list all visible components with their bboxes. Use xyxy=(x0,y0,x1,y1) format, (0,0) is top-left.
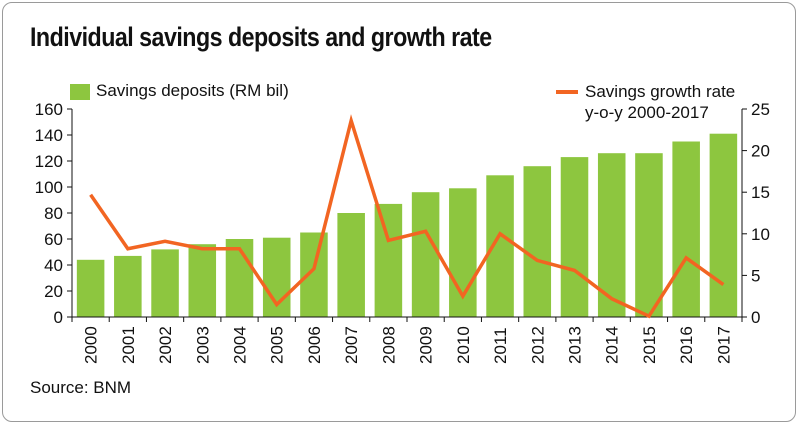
bar-2001 xyxy=(114,255,142,317)
x-tick-label: 2007 xyxy=(342,326,361,364)
x-tick-label: 2008 xyxy=(379,326,398,364)
x-tick-label: 2011 xyxy=(491,327,510,364)
y-right-tick-label: 20 xyxy=(751,142,770,161)
x-tick-label: 2005 xyxy=(268,326,287,364)
y-right-tick-label: 15 xyxy=(751,183,770,202)
y-left-tick-label: 120 xyxy=(35,152,63,171)
legend-line-swatch xyxy=(556,90,578,94)
y-right-tick-label: 25 xyxy=(751,100,770,119)
x-tick-label: 2003 xyxy=(193,326,212,364)
bar-2012 xyxy=(523,166,552,317)
x-tick-label: 2000 xyxy=(82,326,101,364)
x-tick-label: 2004 xyxy=(231,326,250,364)
bar-2008 xyxy=(374,203,403,317)
growth-rate-line xyxy=(89,114,725,319)
chart-title: Individual savings deposits and growth r… xyxy=(30,22,492,52)
x-tick-label: 2017 xyxy=(714,326,733,364)
x-tick-label: 2014 xyxy=(603,326,622,364)
bar-2011 xyxy=(486,175,514,317)
y-left-tick-label: 80 xyxy=(44,204,63,223)
y-left-tick-label: 20 xyxy=(44,282,63,301)
y-right-tick-label: 5 xyxy=(751,266,760,285)
bar-2002 xyxy=(151,249,179,317)
legend-line-label-line1: Savings growth rate xyxy=(585,82,736,101)
x-tick-label: 2006 xyxy=(305,326,324,364)
bar-2015 xyxy=(635,153,663,317)
bar-2006 xyxy=(300,232,328,317)
x-tick-label: 2015 xyxy=(640,326,659,364)
y-left-tick-label: 40 xyxy=(44,256,63,275)
bar-2000 xyxy=(76,259,105,317)
legend-line-label-line2: y-o-y 2000-2017 xyxy=(585,103,709,122)
legend-bar-swatch xyxy=(70,84,90,100)
bar-2017 xyxy=(709,133,738,317)
y-left-tick-label: 100 xyxy=(35,178,63,197)
x-tick-label: 2002 xyxy=(156,326,175,364)
x-tick-label: 2010 xyxy=(454,326,473,364)
bar-2007 xyxy=(337,213,365,317)
y-right-tick-label: 0 xyxy=(751,308,760,327)
x-tick-label: 2013 xyxy=(566,326,585,364)
x-tick-label: 2016 xyxy=(677,326,696,364)
bar-2009 xyxy=(411,192,440,317)
y-left-tick-label: 0 xyxy=(54,308,63,327)
source-note: Source: BNM xyxy=(30,378,132,397)
x-tick-label: 2001 xyxy=(119,326,138,364)
x-tick-label: 2012 xyxy=(528,326,547,364)
bar-2016 xyxy=(672,141,700,317)
y-left-tick-label: 160 xyxy=(35,100,63,119)
y-left-tick-label: 140 xyxy=(35,126,63,145)
bar-2004 xyxy=(225,239,254,317)
y-left-tick-label: 60 xyxy=(44,230,63,249)
bar-2003 xyxy=(188,244,217,317)
y-right-tick-label: 10 xyxy=(751,225,770,244)
x-tick-label: 2009 xyxy=(417,326,436,364)
legend-line-label: Savings growth rate y-o-y 2000-2017 xyxy=(585,81,735,123)
bar-2013 xyxy=(560,157,589,317)
legend-bar-label: Savings deposits (RM bil) xyxy=(96,81,289,100)
